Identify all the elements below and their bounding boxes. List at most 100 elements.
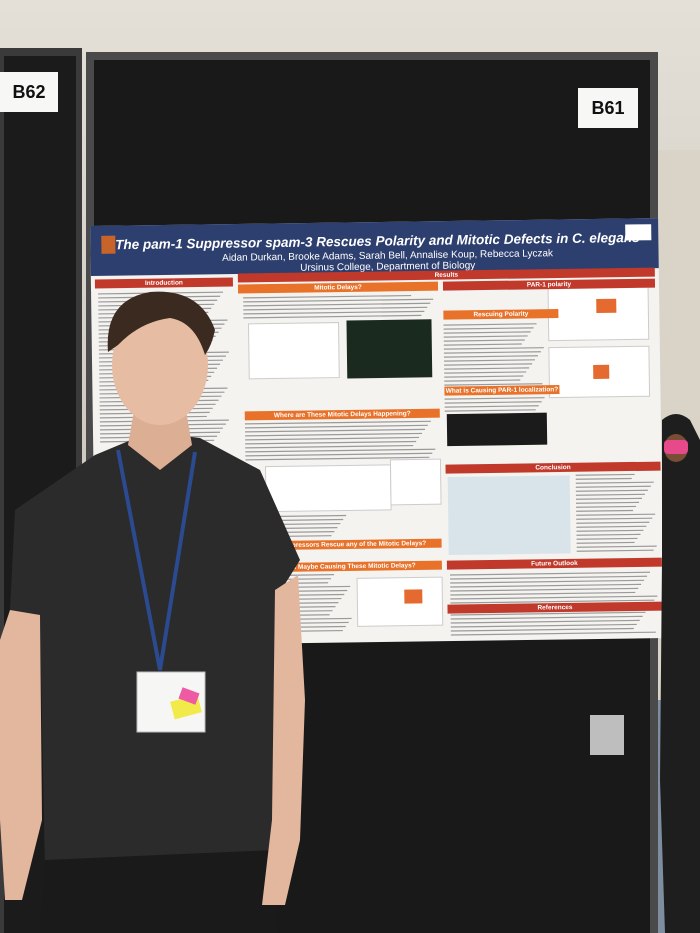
text-line bbox=[450, 599, 655, 604]
text-line bbox=[450, 619, 640, 624]
text-line bbox=[444, 371, 527, 374]
text-line bbox=[244, 420, 431, 425]
section-header: What is Maybe Causing These Mitotic Dela… bbox=[273, 562, 416, 571]
figure bbox=[356, 576, 444, 627]
lanyard bbox=[116, 449, 197, 671]
text-line bbox=[576, 545, 657, 548]
section-header: What is Causing PAR-1 localization? bbox=[446, 386, 559, 395]
arm bbox=[262, 575, 305, 905]
section-header: References bbox=[537, 604, 573, 611]
section-bar bbox=[442, 278, 656, 291]
text-line bbox=[575, 489, 648, 492]
text-line bbox=[450, 583, 642, 588]
text-line bbox=[444, 379, 521, 382]
text-line bbox=[576, 537, 638, 540]
poster-header bbox=[90, 218, 659, 277]
text-line bbox=[243, 310, 425, 315]
text-line bbox=[245, 428, 426, 433]
booth-label: B61 bbox=[591, 98, 624, 118]
section-header: Mitotic Delays? bbox=[314, 284, 362, 292]
text-line bbox=[576, 549, 654, 552]
text-line bbox=[575, 477, 632, 480]
text-line bbox=[444, 397, 545, 400]
text-line bbox=[245, 436, 420, 441]
section-header: Rescuing Polarity bbox=[473, 311, 528, 319]
text-line bbox=[444, 383, 543, 386]
booth-sign bbox=[0, 72, 58, 112]
figure-box bbox=[596, 298, 617, 313]
diagram bbox=[447, 475, 571, 556]
section-header: Does Suppressors Rescue any of the Mitot… bbox=[262, 540, 426, 549]
text-line bbox=[243, 302, 431, 307]
logo bbox=[625, 224, 652, 241]
text-line bbox=[443, 327, 534, 330]
text-line bbox=[444, 409, 536, 412]
section-bar bbox=[237, 281, 439, 294]
text-line bbox=[444, 363, 533, 366]
text-line bbox=[245, 448, 436, 453]
face-mask bbox=[664, 440, 688, 454]
section-header: Future Outlook bbox=[531, 560, 578, 568]
poster-authors: Aidan Durkan, Brooke Adams, Sarah Bell, … bbox=[222, 248, 554, 264]
text-line bbox=[450, 627, 634, 632]
text-line bbox=[576, 509, 634, 512]
bystander bbox=[660, 414, 700, 933]
text-line bbox=[576, 501, 640, 504]
text-line bbox=[443, 323, 537, 326]
section-bar bbox=[446, 557, 662, 570]
text-line bbox=[450, 611, 646, 616]
text-line bbox=[450, 587, 639, 592]
text-line bbox=[245, 452, 433, 457]
plastic-bag bbox=[590, 715, 624, 755]
text-line bbox=[244, 424, 428, 429]
figure bbox=[264, 464, 392, 513]
text-line bbox=[245, 444, 414, 449]
section-bar bbox=[443, 308, 559, 320]
text-line bbox=[576, 505, 637, 508]
text-line bbox=[450, 591, 636, 596]
text-line bbox=[575, 497, 642, 500]
text-line bbox=[444, 405, 539, 408]
section-bar bbox=[445, 461, 661, 474]
figure bbox=[346, 319, 433, 379]
text-line bbox=[575, 473, 635, 476]
text-line bbox=[443, 331, 531, 334]
text-line bbox=[444, 401, 542, 404]
text-line bbox=[243, 294, 412, 299]
booth-label: B62 bbox=[12, 82, 45, 102]
text-line bbox=[245, 440, 417, 445]
text-line bbox=[450, 571, 651, 576]
poster-title: The pam-1 Suppressor spam-3 Rescues Pola… bbox=[115, 230, 640, 252]
pants bbox=[40, 850, 278, 933]
text-line bbox=[444, 359, 536, 362]
text-line bbox=[575, 485, 651, 488]
text-line bbox=[243, 314, 422, 319]
text-line bbox=[576, 513, 656, 516]
text-line bbox=[576, 517, 653, 520]
poster-affiliation: Ursinus College, Department of Biology bbox=[300, 260, 475, 273]
text-line bbox=[245, 456, 430, 461]
booth-sign bbox=[578, 88, 638, 128]
text-line bbox=[450, 595, 658, 600]
text-line bbox=[245, 432, 423, 437]
section-header: PAR-1 polarity bbox=[527, 281, 572, 289]
text-line bbox=[576, 533, 641, 536]
figure bbox=[247, 322, 340, 380]
text-line bbox=[443, 343, 522, 346]
hair bbox=[107, 291, 215, 355]
section-bar bbox=[94, 277, 233, 289]
section-bar bbox=[447, 601, 663, 614]
table bbox=[389, 458, 442, 506]
sticker bbox=[178, 687, 200, 705]
text-line bbox=[576, 529, 644, 532]
section-header: Where are These Mitotic Delays Happening… bbox=[274, 410, 411, 419]
text-line bbox=[444, 375, 524, 378]
figure bbox=[446, 412, 548, 447]
section-bar bbox=[246, 538, 442, 551]
text-line bbox=[576, 541, 635, 544]
section-bar bbox=[237, 267, 655, 283]
section-header: Conclusion bbox=[535, 464, 571, 471]
text-line bbox=[443, 335, 528, 338]
section-bar bbox=[244, 408, 440, 421]
